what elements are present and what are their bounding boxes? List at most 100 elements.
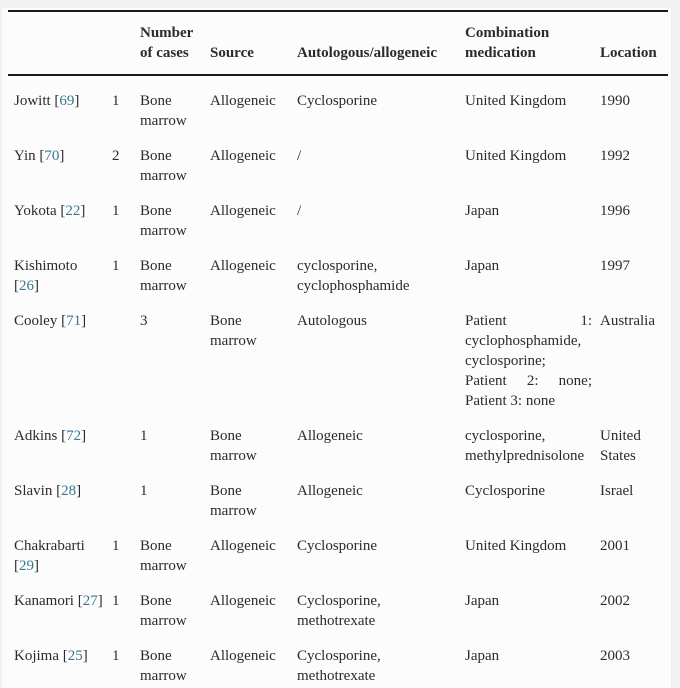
citation-link[interactable]: 22 (65, 203, 81, 219)
table-cell: cyclosporine, cyclophosphamide (297, 258, 410, 294)
table-cell: Allogeneic (210, 93, 276, 109)
table-row: Chakrabarti [29] 1 Bone marrow Allogeneic Cy… (8, 521, 668, 576)
table-cell: Bone marrow (140, 148, 187, 184)
table-cell: Yokota [22] (8, 186, 112, 241)
table-body: Jowitt [69] 1 Bone marrow Allogeneic Cyclosp… (8, 75, 668, 686)
table-cell: 1 (112, 258, 120, 274)
table-cell: Bone marrow (210, 428, 257, 464)
citation-bracket: ] (59, 148, 65, 164)
table-cell: Bone marrow (140, 258, 187, 294)
column-header-author (8, 11, 112, 76)
table-cell: / (297, 203, 302, 219)
table-cell: Cyclosporine (297, 538, 377, 554)
citation-link[interactable]: 70 (44, 148, 60, 164)
table-cell: Bone marrow (140, 203, 187, 239)
table-cell: Allogeneic (297, 428, 363, 444)
table-cell: Bone marrow (210, 313, 257, 349)
table-cell: Slavin [28] (8, 466, 112, 521)
author-name: Kanamori [ (14, 593, 83, 609)
author-name: Kishimoto [ (14, 258, 78, 294)
citation-bracket: ] (34, 278, 39, 294)
citation-bracket: ] (81, 428, 87, 444)
table-cell: Allogeneic (210, 593, 276, 609)
citation-link[interactable]: 29 (19, 558, 34, 574)
cases-table: Number of cases Source Autologous/alloge… (8, 10, 668, 686)
table-cell: Japan (465, 203, 500, 219)
citation-bracket: ] (74, 93, 80, 109)
table-cell (112, 411, 140, 466)
citation-link[interactable]: 69 (59, 93, 75, 109)
table-cell: Bone marrow (140, 593, 187, 629)
column-header-autologous-allogeneic: Autologous/allogeneic (297, 11, 465, 76)
citation-bracket: ] (80, 203, 86, 219)
table-cell: Yin [70] (8, 131, 112, 186)
table-cell: Allogeneic (210, 203, 276, 219)
table-row: Slavin [28] 1 Bone marrow Allogeneic Cyclosp… (8, 466, 668, 521)
table-row: Adkins [72] 1 Bone marrow Allogeneic cyclosp… (8, 411, 668, 466)
table-cell: Israel (600, 483, 634, 499)
column-header-spacer (112, 11, 140, 76)
citation-link[interactable]: 26 (19, 278, 34, 294)
table-header: Number of cases Source Autologous/alloge… (8, 11, 668, 76)
column-header-location: Location (600, 11, 668, 76)
medication-line: Patient 2: none; (465, 373, 592, 389)
medication-line: cyclosporine; (465, 353, 546, 369)
table-cell: 2002 (600, 593, 630, 609)
citation-link[interactable]: 28 (61, 483, 77, 499)
citation-link[interactable]: 27 (82, 593, 98, 609)
table-cell: Cooley [71] (8, 296, 112, 411)
table-cell: 1 (112, 203, 120, 219)
table-cell: 1 (112, 593, 120, 609)
citation-link[interactable]: 71 (66, 313, 82, 329)
table-cell: Adkins [72] (8, 411, 112, 466)
citation-link[interactable]: 72 (66, 428, 82, 444)
citation-bracket: ] (82, 648, 88, 664)
author-name: Jowitt [ (14, 93, 60, 109)
table-cell: 3 (140, 313, 148, 329)
author-name: Kojima [ (14, 648, 68, 664)
table-cell: Japan (465, 593, 500, 609)
table-cell: 1 (140, 483, 148, 499)
author-name: Chakrabarti [ (14, 538, 85, 574)
table-cell: Jowitt [69] (8, 75, 112, 131)
header-row: Number of cases Source Autologous/alloge… (8, 11, 668, 76)
citation-bracket: ] (34, 558, 39, 574)
medication-line: cyclophosphamide, (465, 333, 582, 349)
table-cell: Allogeneic (210, 648, 276, 664)
table-cell: 1992 (600, 148, 630, 164)
table-cell: Cyclosporine, methotrexate (297, 593, 381, 629)
citation-link[interactable]: 25 (67, 648, 83, 664)
table-cell: Bone marrow (140, 538, 187, 574)
table-cell: Bone marrow (140, 93, 187, 129)
table-cell: 2 (112, 148, 120, 164)
table-cell: 1990 (600, 93, 630, 109)
table-cell: 2001 (600, 538, 630, 554)
table-cell: Cyclosporine (465, 483, 545, 499)
medication-line: Patient 3: none (465, 393, 555, 409)
table-cell: Bone marrow (140, 648, 187, 684)
medication-line: Patient 1: (465, 313, 592, 329)
column-header-source: Source (210, 11, 297, 76)
table-row: Jowitt [69] 1 Bone marrow Allogeneic Cyclosp… (8, 75, 668, 131)
table-cell: United Kingdom (465, 93, 567, 109)
table-cell: 1997 (600, 258, 630, 274)
table-cell: Kishimoto [26] (8, 241, 112, 296)
table-cell: Japan (465, 648, 500, 664)
table-cell: cyclosporine, methylprednisolone (465, 428, 585, 464)
column-header-number-of-cases: Number of cases (140, 11, 210, 76)
table-cell: 1 (140, 428, 148, 444)
table-cell: Bone marrow (210, 483, 257, 519)
table-cell: Allogeneic (210, 538, 276, 554)
table-cell: 1 (112, 538, 120, 554)
citation-bracket: ] (81, 313, 87, 329)
table-cell: Cyclosporine, methotrexate (297, 648, 381, 684)
author-name: Cooley [ (14, 313, 67, 329)
citation-bracket: ] (97, 593, 103, 609)
table-cell: Allogeneic (210, 258, 276, 274)
author-name: Slavin [ (14, 483, 62, 499)
author-name: Yin [ (14, 148, 45, 164)
table-cell: / (297, 148, 302, 164)
table-cell: United Kingdom (465, 538, 567, 554)
table-row: Kanamori [27] 1 Bone marrow Allogeneic Cyclo… (8, 576, 668, 631)
